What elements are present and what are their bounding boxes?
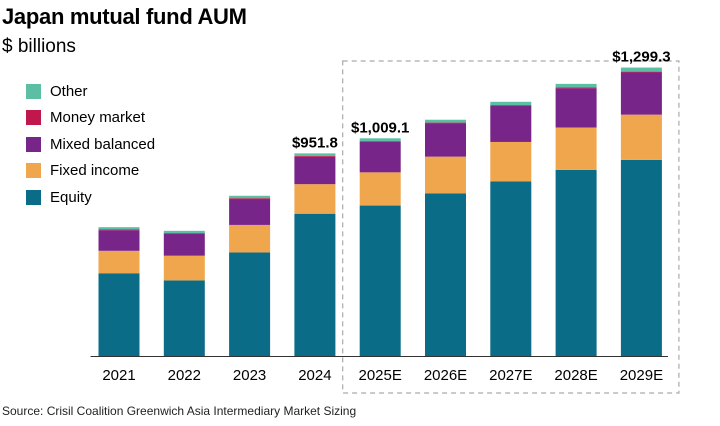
bar-segment-equity-2023 <box>229 252 271 356</box>
bar-segment-money-market-2023 <box>229 198 271 200</box>
bar-segment-equity-2021 <box>98 273 140 356</box>
legend-label-other: Other <box>50 82 88 100</box>
bar-segment-fixed-income-2025e <box>359 172 401 206</box>
bar-segment-money-market-2024 <box>294 156 336 157</box>
bar-segment-equity-2028e <box>555 169 597 356</box>
x-tick-label-2023: 2023 <box>233 367 266 384</box>
legend-label-money-market: Money market <box>50 109 146 127</box>
x-tick-label-2027e: 2027E <box>489 367 532 384</box>
bar-segment-fixed-income-2027e <box>490 141 532 182</box>
bar-segment-mixed-balanced-2021 <box>98 230 140 251</box>
bar-segment-money-market-2028e <box>555 87 597 89</box>
bar-segment-money-market-2026e <box>425 122 466 124</box>
total-label-2025e: $1,009.1 <box>351 119 409 136</box>
bar-segment-mixed-balanced-2022 <box>163 233 205 256</box>
bar-segment-equity-2029e <box>620 159 662 356</box>
x-tick-label-2025e: 2025E <box>359 367 402 384</box>
total-label-2024: $951.8 <box>292 134 338 151</box>
x-tick-label-2026e: 2026E <box>424 367 467 384</box>
bar-segment-money-market-2022 <box>163 233 205 234</box>
bar-segment-money-market-2025e <box>359 141 401 142</box>
legend-swatch-mixed-balanced <box>26 136 41 152</box>
x-tick-label-2024: 2024 <box>298 367 331 384</box>
legend-swatch-other <box>26 83 41 99</box>
bar-segment-mixed-balanced-2028e <box>555 88 597 128</box>
bar-segment-other-2024 <box>294 153 336 157</box>
bar-segment-other-2029e <box>620 67 662 72</box>
legend-swatch-equity <box>26 189 41 205</box>
source-note: Source: Crisil Coalition Greenwich Asia … <box>2 404 357 418</box>
bar-segment-other-2022 <box>163 230 205 234</box>
legend: Other Money market Mixed balanced Fixed … <box>26 78 155 211</box>
legend-swatch-fixed-income <box>26 163 41 179</box>
x-tick-label-2022: 2022 <box>168 367 201 384</box>
bar-segment-mixed-balanced-2023 <box>229 199 271 225</box>
bar-segment-mixed-balanced-2025e <box>359 141 401 173</box>
legend-label-fixed-income: Fixed income <box>50 162 140 180</box>
legend-item-fixed-income: Fixed income <box>26 158 155 185</box>
bar-segment-other-2023 <box>229 195 271 199</box>
total-label-2029e: $1,299.3 <box>612 49 670 66</box>
bar-segment-money-market-2027e <box>490 105 532 106</box>
legend-item-equity: Equity <box>26 184 155 211</box>
estimate-period-box <box>342 60 680 394</box>
chart-title: Japan mutual fund AUM <box>2 4 247 29</box>
bar-segment-mixed-balanced-2029e <box>620 72 662 115</box>
bar-segment-money-market-2021 <box>98 229 140 231</box>
bar-segment-fixed-income-2028e <box>555 127 597 170</box>
legend-swatch-money-market <box>26 110 41 126</box>
bar-segment-mixed-balanced-2024 <box>294 156 336 185</box>
bar-segment-other-2027e <box>490 101 532 106</box>
legend-item-money-market: Money market <box>26 105 155 132</box>
bar-segment-fixed-income-2021 <box>98 250 140 274</box>
bar-segment-other-2028e <box>555 83 597 88</box>
bar-segment-other-2021 <box>98 227 140 230</box>
bar-segment-fixed-income-2024 <box>294 184 336 214</box>
x-tick-label-2029e: 2029E <box>620 367 663 384</box>
legend-item-mixed-balanced: Mixed balanced <box>26 131 155 158</box>
bar-segment-equity-2024 <box>294 213 336 356</box>
bar-segment-money-market-2029e <box>620 71 662 73</box>
bar-segment-equity-2022 <box>163 280 205 356</box>
legend-label-equity: Equity <box>50 188 92 206</box>
bar-segment-mixed-balanced-2026e <box>425 123 466 157</box>
bar-segment-fixed-income-2029e <box>620 114 662 160</box>
bar-segment-fixed-income-2026e <box>425 156 466 194</box>
bar-segment-other-2025e <box>359 138 401 142</box>
bar-segment-other-2026e <box>425 119 466 123</box>
bar-segment-equity-2027e <box>490 181 532 356</box>
x-tick-label-2028e: 2028E <box>554 367 597 384</box>
bar-segment-equity-2025e <box>359 205 401 356</box>
bar-segment-fixed-income-2022 <box>163 255 205 281</box>
legend-item-other: Other <box>26 78 155 105</box>
bar-segment-fixed-income-2023 <box>229 224 271 253</box>
chart-subtitle: $ billions <box>2 36 76 57</box>
legend-label-mixed-balanced: Mixed balanced <box>50 135 156 153</box>
bar-segment-equity-2026e <box>425 193 466 356</box>
bar-segment-mixed-balanced-2027e <box>490 105 532 142</box>
x-tick-label-2021: 2021 <box>102 367 135 384</box>
